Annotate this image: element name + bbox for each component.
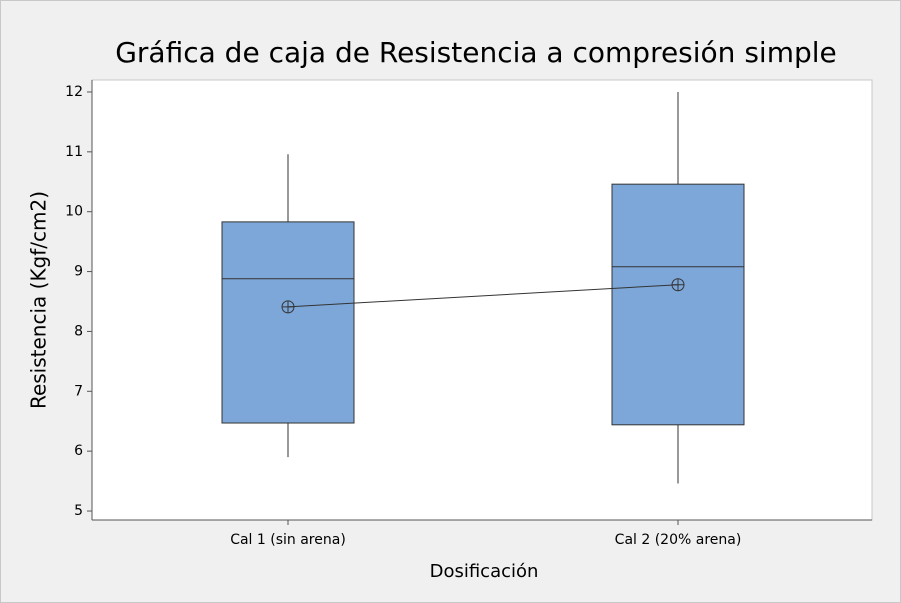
y-tick-label: 7 bbox=[74, 383, 83, 399]
box bbox=[611, 183, 745, 426]
chart-title: Gráfica de caja de Resistencia a compres… bbox=[115, 36, 837, 69]
y-axis-label: Resistencia (Kgf/cm2) bbox=[27, 191, 51, 409]
y-tick-label: 10 bbox=[65, 204, 83, 220]
y-tick-label: 8 bbox=[74, 323, 83, 339]
y-tick-label: 11 bbox=[65, 144, 83, 160]
x-tick-label: Cal 2 (20% arena) bbox=[615, 532, 742, 548]
box bbox=[221, 221, 355, 424]
mean-cross bbox=[672, 278, 684, 291]
y-tick-label: 12 bbox=[65, 84, 83, 100]
x-axis-label: Dosificación bbox=[430, 561, 539, 582]
mean-cross bbox=[282, 300, 294, 313]
mean-line bbox=[287, 284, 679, 308]
y-tick-label: 5 bbox=[74, 503, 83, 519]
y-tick-label: 6 bbox=[74, 443, 83, 459]
x-tick-label: Cal 1 (sin arena) bbox=[230, 532, 346, 548]
y-tick-label: 9 bbox=[74, 264, 83, 280]
plot-area bbox=[91, 79, 873, 521]
